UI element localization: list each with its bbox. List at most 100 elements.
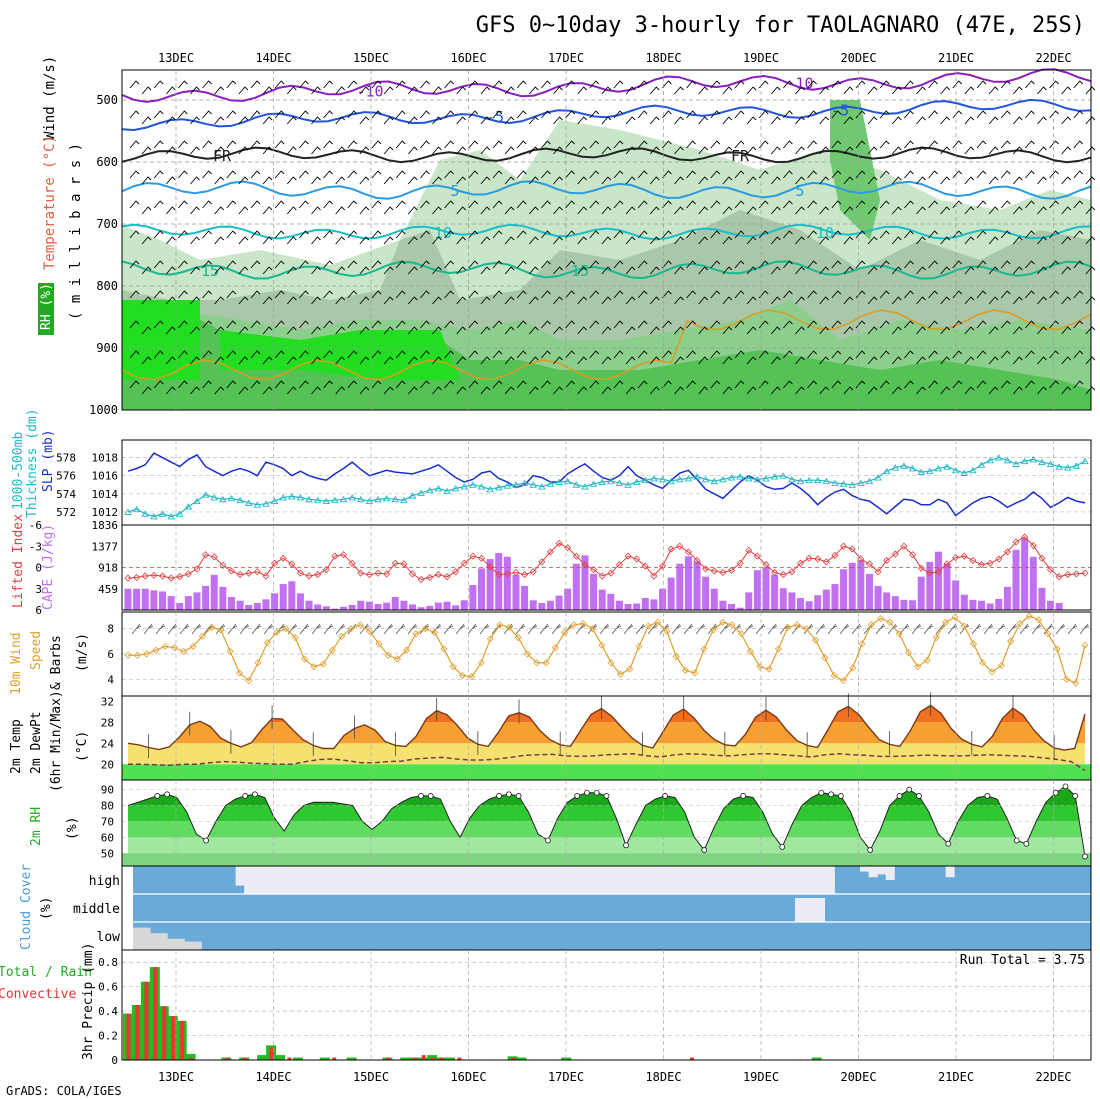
wind-barb — [141, 176, 152, 185]
lifted-index-marker — [460, 559, 468, 567]
wind10m-marker — [830, 671, 838, 680]
wind-barb — [831, 200, 842, 209]
wind-barb — [807, 230, 817, 239]
wind-barb — [178, 140, 188, 149]
wind-barb — [250, 140, 261, 149]
wind-barb — [516, 290, 527, 299]
wind10m-marker — [932, 633, 940, 642]
thickness-marker — [486, 485, 494, 493]
cape-bar — [133, 588, 141, 610]
wind-barb — [565, 320, 575, 329]
cape-bar — [1029, 556, 1037, 610]
cloud-high-gap — [261, 866, 271, 894]
wind10m-marker — [133, 651, 141, 659]
wind-barb — [226, 140, 237, 149]
thickness-marker — [313, 496, 322, 504]
precip-panel-frame — [121, 949, 1092, 1061]
thickness-marker — [244, 499, 253, 506]
lifted-index-marker — [236, 571, 244, 579]
wind-barb — [492, 260, 503, 269]
wind-barb — [867, 266, 878, 275]
wind-barb — [637, 380, 648, 389]
wind-barb — [335, 116, 346, 125]
temp-band-2 — [128, 705, 1085, 723]
wind10m-barb — [527, 623, 538, 635]
wind-barb — [1085, 296, 1096, 305]
wind-barb — [601, 266, 612, 275]
wind-barb — [770, 386, 781, 395]
wind-barb — [299, 80, 309, 89]
wind-barb — [1061, 326, 1072, 335]
wind-barb — [1073, 200, 1084, 209]
wind-barb — [807, 170, 817, 179]
wind-barb — [153, 260, 164, 269]
wind-barb — [637, 110, 648, 119]
cape-bar — [779, 588, 787, 610]
wind-barb — [274, 200, 285, 209]
wind10m-marker — [960, 622, 968, 630]
cape-bar — [469, 585, 477, 610]
wind-barb — [1000, 140, 1011, 149]
wind10m-barb — [599, 623, 610, 635]
rh2m-marker — [740, 793, 747, 799]
lifted-index-marker — [227, 567, 236, 575]
wind10m-marker — [988, 668, 996, 676]
rh2m-marker — [779, 843, 786, 850]
wind-barb — [589, 170, 600, 179]
cloud-low-bar — [158, 933, 168, 950]
wind-barb — [589, 350, 600, 359]
lifted-index-marker — [702, 565, 710, 573]
wind10m-marker — [170, 644, 179, 652]
wind10m-barb — [239, 623, 250, 635]
wind10m-barb — [839, 623, 850, 635]
wind-barb — [722, 236, 733, 245]
wind-barb — [867, 146, 878, 155]
wind-barb — [1000, 200, 1011, 209]
wind-barb — [734, 290, 745, 299]
thickness-marker — [934, 465, 943, 472]
wind-barb — [649, 356, 660, 365]
rh2m-marker — [984, 793, 991, 799]
lifted-index-marker — [952, 554, 960, 562]
cloud-low-bar — [184, 941, 194, 950]
wind-barb — [988, 296, 999, 305]
thickness-marker — [555, 478, 563, 485]
wind-barb — [1073, 320, 1084, 329]
wind-barb — [504, 176, 515, 185]
wind-barb — [541, 170, 551, 179]
cloud-high-gap — [235, 866, 245, 886]
thickness-marker — [641, 476, 650, 484]
wind10m-marker — [1072, 679, 1080, 687]
cape-bar — [943, 563, 951, 610]
wind10m-marker — [867, 621, 875, 629]
thickness-marker — [141, 510, 150, 517]
wind-barb — [734, 80, 745, 89]
thickness-marker — [443, 487, 451, 495]
wind-barb — [976, 200, 987, 209]
lifted-index-marker — [710, 567, 718, 575]
lifted-index-marker — [883, 556, 891, 564]
wind-barb — [456, 296, 467, 305]
level-label-1000: 1000 — [89, 403, 118, 417]
wind-barb — [553, 206, 563, 215]
wind-barb — [916, 236, 926, 245]
wind-barb — [964, 146, 975, 155]
wind10m-marker — [282, 625, 290, 633]
lifted-index-marker — [279, 554, 287, 562]
wind-barb — [504, 296, 515, 305]
wind-barb — [528, 86, 539, 95]
date-label-bottom-9: 22DEC — [1035, 1070, 1071, 1084]
wind10m-marker — [784, 623, 792, 631]
wind10m-barb — [1043, 623, 1054, 635]
wind-barb — [601, 386, 612, 395]
wind-barb — [286, 326, 297, 335]
wind-barb — [577, 386, 588, 395]
cape-bar — [460, 600, 468, 610]
wind-barb — [202, 290, 212, 299]
wind-barb — [153, 350, 164, 359]
lifted-index-marker — [727, 566, 736, 574]
thickness-marker — [477, 483, 486, 490]
thickness-marker — [736, 473, 744, 480]
thickness-marker — [1029, 456, 1038, 463]
lifted-index-marker — [572, 552, 580, 560]
